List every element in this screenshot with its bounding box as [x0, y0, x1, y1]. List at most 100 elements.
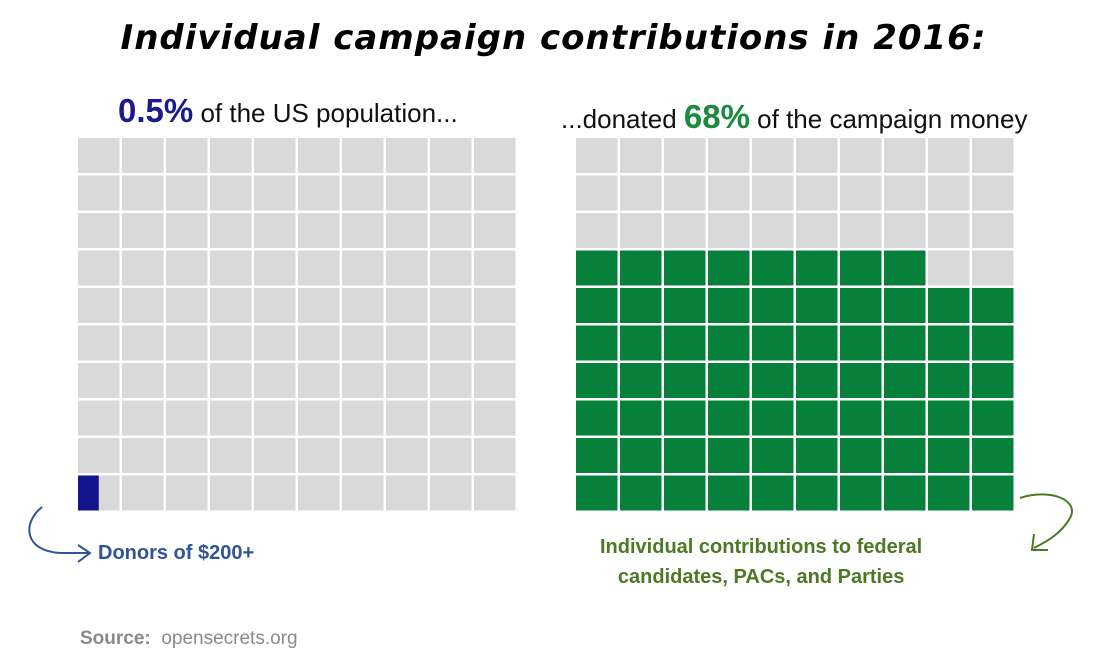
waffle-cell — [122, 363, 164, 398]
waffle-cell-filled — [664, 363, 706, 398]
waffle-cell — [298, 288, 340, 323]
waffle-cell — [210, 475, 252, 511]
waffle-cell-filled — [796, 288, 838, 323]
waffle-cell — [620, 175, 662, 211]
waffle-cell-filled — [840, 438, 882, 473]
waffle-cell-filled — [840, 250, 882, 286]
chart-title: Individual campaign contributions in 201… — [120, 18, 987, 58]
waffle-cell — [972, 138, 1014, 173]
waffle-cell — [752, 175, 794, 211]
waffle-cell — [386, 363, 428, 398]
waffle-cell — [210, 138, 252, 173]
waffle-cell — [166, 213, 208, 248]
right-annotation-line1: Individual contributions to federal — [600, 536, 923, 558]
waffle-cell-filled — [708, 325, 750, 361]
waffle-cell — [122, 213, 164, 248]
waffle-cell-filled — [664, 250, 706, 286]
waffle-cell — [430, 325, 472, 361]
left-caption-text: of the US population... — [193, 98, 458, 128]
waffle-cell-filled — [576, 363, 618, 398]
waffle-cell-filled — [752, 475, 794, 511]
waffle-cell — [210, 250, 252, 286]
waffle-cell — [210, 213, 252, 248]
waffle-cell — [210, 325, 252, 361]
waffle-cell — [342, 400, 384, 436]
waffle-cell — [254, 400, 296, 436]
waffle-cell-filled — [884, 288, 926, 323]
waffle-cell-filled — [840, 363, 882, 398]
waffle-cell-filled — [884, 325, 926, 361]
waffle-cell — [210, 438, 252, 473]
left-caption-value: 0.5% — [118, 92, 194, 129]
waffle-cell — [430, 438, 472, 473]
waffle-cell — [430, 175, 472, 211]
waffle-cell-filled — [576, 475, 618, 511]
waffle-cell — [342, 363, 384, 398]
waffle-cell — [166, 363, 208, 398]
waffle-cell-filled — [708, 363, 750, 398]
waffle-cell — [166, 288, 208, 323]
waffle-cell — [430, 288, 472, 323]
waffle-cell — [210, 288, 252, 323]
waffle-cell-filled — [576, 438, 618, 473]
waffle-cell — [78, 250, 120, 286]
waffle-cell — [796, 213, 838, 248]
waffle-cell-filled — [840, 325, 882, 361]
waffle-cell-filled — [664, 438, 706, 473]
waffle-cell — [840, 138, 882, 173]
waffle-cell-filled — [708, 438, 750, 473]
waffle-cell-filled — [708, 288, 750, 323]
waffle-cell — [620, 213, 662, 248]
right-annotation-line2: candidates, PACs, and Parties — [617, 566, 905, 588]
waffle-cell — [78, 438, 120, 473]
waffle-cell — [254, 138, 296, 173]
waffle-cell — [708, 175, 750, 211]
waffle-cell-filled — [576, 288, 618, 323]
waffle-cell — [166, 325, 208, 361]
waffle-cell — [474, 475, 516, 511]
waffle-cell — [342, 138, 384, 173]
waffle-cell-filled — [620, 363, 662, 398]
waffle-cell-filled — [884, 475, 926, 511]
waffle-cell — [254, 175, 296, 211]
waffle-cell — [122, 138, 164, 173]
waffle-cell — [386, 400, 428, 436]
waffle-cell — [298, 363, 340, 398]
right-caption-value: 68% — [683, 98, 750, 135]
waffle-cell — [166, 475, 208, 511]
waffle-cell-filled — [928, 475, 970, 511]
waffle-cell — [254, 438, 296, 473]
waffle-cell-filled — [972, 400, 1014, 436]
waffle-cell — [254, 213, 296, 248]
waffle-cell — [576, 175, 618, 211]
waffle-cell — [430, 475, 472, 511]
waffle-cell — [342, 250, 384, 286]
waffle-cell — [298, 325, 340, 361]
waffle-cell — [166, 250, 208, 286]
waffle-cell — [386, 438, 428, 473]
waffle-cell-filled — [708, 250, 750, 286]
waffle-cell-filled — [78, 475, 99, 511]
right-caption: ...donated 68% of the campaign money — [561, 98, 1027, 136]
waffle-cell-filled — [796, 400, 838, 436]
curved-arrow-icon — [1019, 493, 1073, 551]
waffle-cell — [474, 138, 516, 173]
waffle-cell — [342, 438, 384, 473]
waffle-cell — [474, 250, 516, 286]
waffle-cell — [664, 213, 706, 248]
waffle-cell-filled — [972, 475, 1014, 511]
waffle-cell — [78, 175, 120, 211]
waffle-cell — [342, 325, 384, 361]
waffle-cell — [342, 213, 384, 248]
waffle-cell — [166, 400, 208, 436]
waffle-cell — [298, 175, 340, 211]
waffle-cell — [78, 138, 120, 173]
waffle-cell — [620, 138, 662, 173]
waffle-cell — [78, 400, 120, 436]
waffle-cell — [664, 175, 706, 211]
waffle-cell — [298, 138, 340, 173]
waffle-cell — [884, 213, 926, 248]
waffle-cell — [122, 288, 164, 323]
waffle-cell — [972, 175, 1014, 211]
waffle-cell — [928, 213, 970, 248]
